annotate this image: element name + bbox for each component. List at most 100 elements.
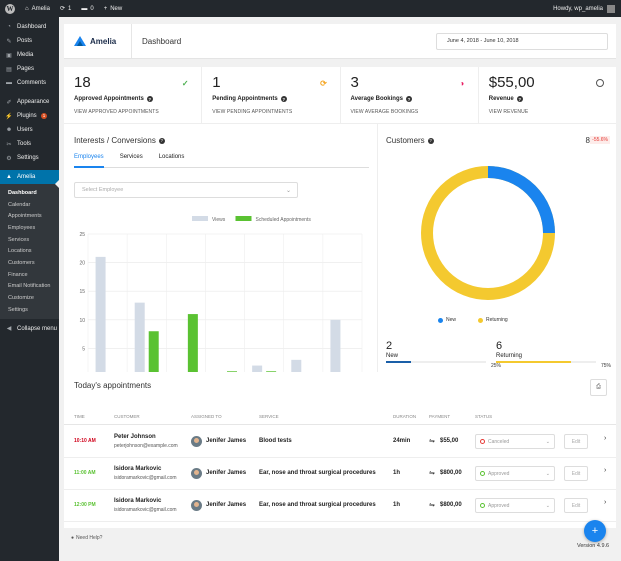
customers-donut-chart [421, 166, 555, 300]
amelia-logo-icon [74, 35, 86, 47]
add-appointment-button[interactable]: + [584, 520, 606, 542]
employee-select[interactable]: Select Employee ⌄ [74, 182, 298, 198]
submenu-item-customers[interactable]: Customers [8, 259, 35, 266]
submenu-item-appointments[interactable]: Appointments [8, 213, 42, 220]
circle-icon: ○ [596, 79, 604, 87]
chevron-right-icon[interactable]: › [604, 499, 607, 506]
chevron-down-icon: ⌄ [545, 470, 550, 477]
customers-panel: Customers ? 8 -55.6% New Returning 2 New… [377, 123, 616, 385]
status-select[interactable]: Canceled ⌄ [475, 434, 555, 449]
column-header-status: STATUS [475, 414, 493, 419]
interests-panel: Interests / Conversions ? Employees Servi… [64, 123, 377, 385]
help-icon[interactable]: ? [405, 96, 412, 102]
menu-item-pages[interactable]: ▤ Pages [6, 66, 35, 73]
menu-item-amelia[interactable]: ▲ Amelia [0, 170, 59, 184]
customers-count: 8 [585, 136, 590, 145]
stat-link[interactable]: VIEW REVENUE [488, 109, 529, 115]
plus-icon: + [103, 5, 108, 12]
service-name: Blood tests [259, 438, 292, 444]
appointment-row[interactable]: 11:00 AM Isidora Markovic isidoramarkovic@… [64, 458, 616, 490]
help-icon[interactable]: ? [516, 96, 523, 102]
amelia-logo: Amelia [64, 24, 132, 58]
status-select[interactable]: Approved ⌄ [475, 498, 555, 513]
stat-link[interactable]: VIEW PENDING APPOINTMENTS [212, 109, 293, 115]
submenu-item-email-notification[interactable]: Email Notification [8, 283, 51, 290]
tab-locations[interactable]: Locations [158, 154, 185, 160]
status-select[interactable]: Approved ⌄ [475, 466, 555, 481]
need-help-link[interactable]: ● Need Help? [71, 535, 103, 541]
customer-email: isidoramarkovic@gmail.com [114, 475, 177, 481]
customers-legend: New Returning [438, 317, 508, 323]
menu-item-media[interactable]: ▣ Media [6, 52, 34, 59]
brush-icon: ✐ [6, 99, 12, 106]
settings-icon: ⚙ [6, 155, 12, 162]
help-icon[interactable]: ? [427, 137, 434, 144]
help-icon[interactable]: ? [280, 96, 287, 102]
account-menu[interactable]: Howdy, wp_amelia [553, 4, 621, 13]
y-tick-label: 5 [82, 346, 85, 352]
dashboard-icon: ◔ [7, 24, 11, 30]
new-content-link[interactable]: + New [103, 5, 123, 12]
chevron-right-icon[interactable]: › [604, 467, 607, 474]
edit-button[interactable]: Edit [564, 434, 588, 449]
help-icon[interactable]: ? [146, 96, 153, 102]
submenu-item-services[interactable]: Services [8, 236, 30, 243]
bar-views-test-employee [330, 319, 341, 377]
service-name: Ear, nose and throat surgical procedures [259, 470, 376, 476]
comments-link[interactable]: ▬ 0 [81, 5, 94, 12]
page-title: Dashboard [142, 36, 182, 46]
tab-services[interactable]: Services [119, 154, 143, 160]
donut-slice-new [421, 166, 555, 300]
chevron-down-icon: ⌄ [545, 502, 550, 509]
submenu-item-finance[interactable]: Finance [8, 271, 28, 278]
submenu-item-employees[interactable]: Employees [8, 224, 36, 231]
submenu-item-customize[interactable]: Customize [8, 295, 34, 302]
submenu-item-dashboard[interactable]: Dashboard [8, 189, 37, 196]
tab-employees[interactable]: Employees [74, 154, 104, 168]
wp-admin-menu: ◔ Dashboard ✎ Posts ▣ Media ▤ Pages ▬ Comments ✐ A… [0, 17, 60, 561]
appointments-table-header: TIME CUSTOMER ASSIGNED TO SERVICE DURATION PA… [64, 409, 616, 425]
payment-amount: $800,00 [440, 502, 462, 508]
appointment-row[interactable]: 12:00 PM Isidora Markovic isidoramarkovic@… [64, 490, 616, 522]
returning-customers-stat: 6 Returning 75% [496, 340, 611, 369]
chevron-right-icon[interactable]: › [604, 435, 607, 442]
menu-item-users[interactable]: ☻ Users [5, 127, 33, 133]
stat-card-revenue: $55,00 Revenue? VIEW REVENUE ○ [479, 67, 616, 129]
menu-item-posts[interactable]: ✎ Posts [6, 38, 33, 45]
submenu-item-settings[interactable]: Settings [8, 306, 28, 313]
export-button[interactable]: ⎙ [590, 379, 607, 396]
stat-link[interactable]: VIEW AVERAGE BOOKINGS [350, 109, 419, 115]
plugin-icon: ⚡ [5, 113, 13, 120]
stat-card-average-bookings: 3 Average Bookings? VIEW AVERAGE BOOKINGS ◑ [341, 67, 479, 129]
customer-email: isidoramarkovic@gmail.com [114, 507, 177, 513]
appointment-time: 10:10 AM [74, 438, 96, 444]
date-range-picker[interactable]: June 4, 2018 - June 10, 2018 [436, 32, 608, 50]
submenu-item-locations[interactable]: Locations [8, 248, 32, 255]
stat-link[interactable]: VIEW APPROVED APPOINTMENTS [74, 109, 159, 115]
wp-logo-button[interactable]: W [0, 0, 20, 17]
stats-row: 18 Approved Appointments? VIEW APPROVED AP… [64, 67, 616, 129]
menu-item-appearance[interactable]: ✐ Appearance [6, 99, 50, 106]
stat-label: Revenue? [488, 96, 523, 102]
chevron-down-icon: ⌄ [545, 438, 550, 445]
stat-value: 3 [350, 74, 359, 91]
howdy-text: Howdy, wp_amelia [553, 5, 603, 12]
customer-email: peterjohnson@example.com [114, 443, 178, 449]
menu-item-plugins[interactable]: ⚡ Plugins 1 [5, 113, 48, 120]
collapse-menu-button[interactable]: ◀ Collapse menu [6, 325, 58, 333]
appointment-row[interactable]: 10:10 AM Peter Johnson peterjohnson@exampl… [64, 426, 616, 458]
column-header-duration: DURATION [393, 414, 417, 419]
customers-title: Customers ? [386, 136, 434, 145]
edit-button[interactable]: Edit [564, 466, 588, 481]
edit-button[interactable]: Edit [564, 498, 588, 513]
submenu-item-calendar[interactable]: Calendar [8, 201, 31, 208]
updates-link[interactable]: ⟳ 1 [59, 5, 72, 13]
menu-item-settings[interactable]: ⚙ Settings [6, 155, 39, 162]
collapse-icon: ◀ [6, 326, 12, 333]
help-icon[interactable]: ? [158, 137, 165, 144]
appointment-time: 12:00 PM [74, 502, 96, 508]
site-name-link[interactable]: ⌂ Amelia [25, 5, 50, 12]
menu-item-comments[interactable]: ▬ Comments [6, 80, 47, 86]
menu-item-dashboard[interactable]: ◔ Dashboard [0, 20, 59, 34]
menu-item-tools[interactable]: ✂ Tools [6, 141, 32, 148]
